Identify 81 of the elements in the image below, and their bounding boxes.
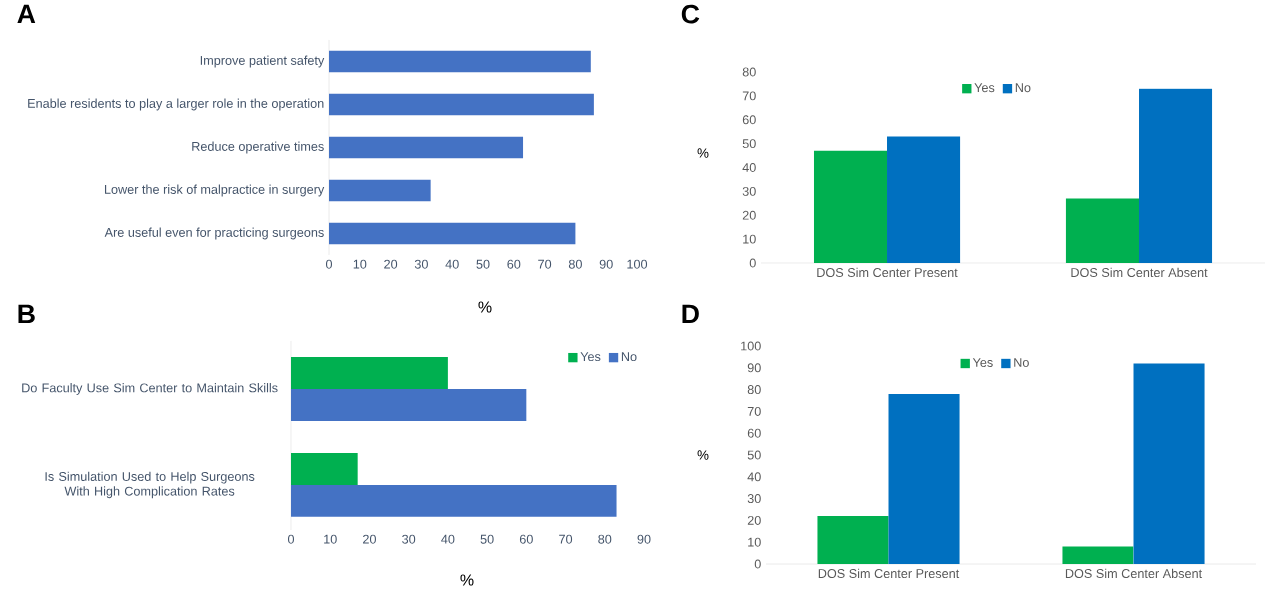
y-tick-label: Lower the risk of malpractice in surgery	[104, 184, 325, 197]
x-tick-label: DOS Sim Center Absent	[1071, 267, 1208, 278]
legend-label: No	[1014, 358, 1029, 367]
bar	[291, 357, 448, 389]
x-tick-label: 10	[324, 534, 337, 544]
bar	[1065, 198, 1140, 263]
legend-label: Yes	[972, 358, 993, 367]
text: A	[17, 4, 36, 24]
x-tick-label: 30	[414, 259, 428, 269]
y-tick-label: 0	[754, 559, 761, 569]
x-tick-label: DOS Sim Center Absent	[1065, 568, 1203, 579]
y-tick-label: 50	[742, 139, 756, 149]
x-tick-label: 40	[441, 534, 455, 544]
bar	[291, 484, 617, 517]
x-tick-label: 10	[353, 259, 367, 269]
x-tick-label: 80	[568, 259, 582, 269]
bar	[291, 452, 358, 485]
y-tick-label: Enable residents to play a larger role in the operation	[28, 98, 324, 111]
bar	[329, 136, 524, 159]
x-tick-label: DOS Sim Center Present	[818, 568, 960, 579]
y-tick-label: Are useful even for practicing surgeons	[104, 227, 324, 240]
y-tick-label: 60	[747, 428, 761, 438]
y-tick-label: 50	[747, 450, 761, 460]
y-tick-label: 90	[747, 363, 761, 373]
x-tick-label: 50	[480, 534, 494, 544]
y-tick-label: 30	[742, 186, 756, 196]
legend-label: No	[1015, 83, 1031, 93]
bar	[329, 179, 431, 202]
x-tick-label: 0	[287, 534, 295, 544]
y-tick-label: Is Simulation Used to Help Surgeons With High Complication Rates	[45, 471, 255, 499]
y-tick-label: 20	[742, 210, 756, 220]
bar	[887, 136, 961, 263]
chart-title: C	[681, 4, 700, 24]
y-tick-label: 10	[743, 234, 756, 244]
y-tick-label: 80	[742, 67, 756, 77]
legend-label: No	[621, 352, 637, 362]
bar	[813, 150, 888, 263]
x-tick-label: DOS Sim Center Present	[817, 267, 958, 278]
bar	[888, 393, 960, 564]
bar	[1062, 546, 1134, 564]
bar	[329, 50, 591, 73]
y-tick-label: Improve patient safety	[200, 55, 325, 68]
x-axis-title: %	[478, 301, 492, 313]
x-tick-label: 70	[538, 259, 552, 269]
x-tick-label: 60	[507, 259, 521, 269]
x-tick-label: 90	[599, 259, 613, 269]
y-tick-label: 40	[742, 163, 756, 172]
x-tick-label: 100	[627, 259, 648, 269]
x-tick-label: 50	[476, 259, 490, 269]
y-tick-label: Reduce operative times	[192, 141, 324, 154]
x-tick-label: 20	[363, 534, 376, 544]
y-tick-label: 100	[741, 341, 761, 351]
x-tick-label: 30	[402, 534, 416, 544]
y-tick-label: 60	[742, 115, 756, 125]
x-tick-label: 70	[559, 534, 573, 544]
y-tick-label: 70	[747, 406, 761, 416]
bar	[817, 516, 889, 564]
y-tick-label: 40	[747, 472, 761, 482]
chart-title: D	[682, 304, 699, 324]
y-tick-label: 20	[747, 515, 761, 525]
legend-label: Yes	[580, 352, 601, 362]
bar	[1139, 88, 1213, 263]
bar	[329, 93, 594, 116]
y-tick-label: 70	[742, 91, 756, 101]
x-tick-label: 20	[384, 259, 398, 269]
x-tick-label: 90	[637, 534, 651, 544]
x-axis-title: %	[460, 574, 474, 586]
y-tick-label: 80	[747, 385, 761, 395]
y-axis-title: %	[697, 148, 709, 158]
y-axis-title: %	[697, 450, 709, 460]
legend-label: Yes	[974, 83, 995, 93]
y-tick-label: Do Faculty Use Sim Center to Maintain Skills	[22, 383, 278, 395]
x-tick-label: 80	[598, 534, 612, 544]
text: B	[18, 304, 35, 324]
bar	[291, 388, 527, 421]
x-tick-label: 60	[519, 534, 533, 544]
bar	[1133, 363, 1205, 564]
x-tick-label: 40	[445, 259, 459, 269]
bar	[329, 222, 576, 245]
x-tick-label: 0	[325, 259, 333, 269]
y-tick-label: 30	[747, 494, 761, 504]
